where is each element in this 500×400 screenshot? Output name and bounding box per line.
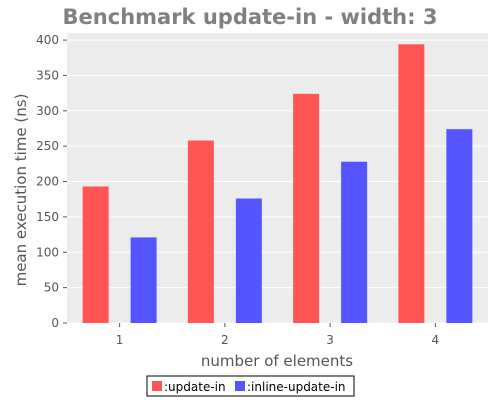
x-axis: 1 2 3 4 (116, 323, 439, 347)
legend-box (146, 375, 355, 397)
y-axis: 0 50 100 150 200 250 300 350 400 (36, 33, 67, 330)
bar-update-in-1 (82, 186, 109, 323)
bar-update-in-4 (398, 44, 425, 323)
plot-area (67, 33, 488, 323)
y-axis-label: mean execution time (ns) (12, 94, 30, 287)
x-tick-label-3: 3 (326, 333, 334, 347)
x-axis-label: number of elements (201, 352, 353, 370)
bars-group (82, 44, 473, 323)
bar-inline-update-in-1 (130, 237, 157, 323)
bar-inline-update-in-2 (235, 198, 262, 323)
y-tick-label-200: 200 (36, 175, 59, 189)
bar-inline-update-in-3 (341, 161, 368, 323)
y-tick-label-0: 0 (51, 316, 59, 330)
x-tick-label-2: 2 (221, 333, 229, 347)
y-tick-label-250: 250 (36, 139, 59, 153)
chart-title: Benchmark update-in - width: 3 (63, 5, 438, 29)
y-tick-label-300: 300 (36, 104, 59, 118)
legend-swatch-update-in (152, 381, 162, 391)
legend-swatch-inline-update-in (235, 381, 245, 391)
y-tick-label-350: 350 (36, 68, 59, 82)
x-tick-label-1: 1 (116, 333, 124, 347)
y-tick-label-150: 150 (36, 210, 59, 224)
bar-update-in-2 (187, 140, 214, 323)
y-tick-label-400: 400 (36, 33, 59, 47)
legend-label-inline-update-in: :inline-update-in (247, 380, 346, 394)
y-tick-label-50: 50 (44, 281, 59, 295)
bar-update-in-3 (293, 93, 320, 323)
y-tick-label-100: 100 (36, 245, 59, 259)
legend: :update-in :inline-update-in (146, 375, 355, 397)
bar-inline-update-in-4 (446, 129, 473, 323)
x-tick-label-4: 4 (432, 333, 440, 347)
legend-label-update-in: :update-in (164, 380, 226, 394)
